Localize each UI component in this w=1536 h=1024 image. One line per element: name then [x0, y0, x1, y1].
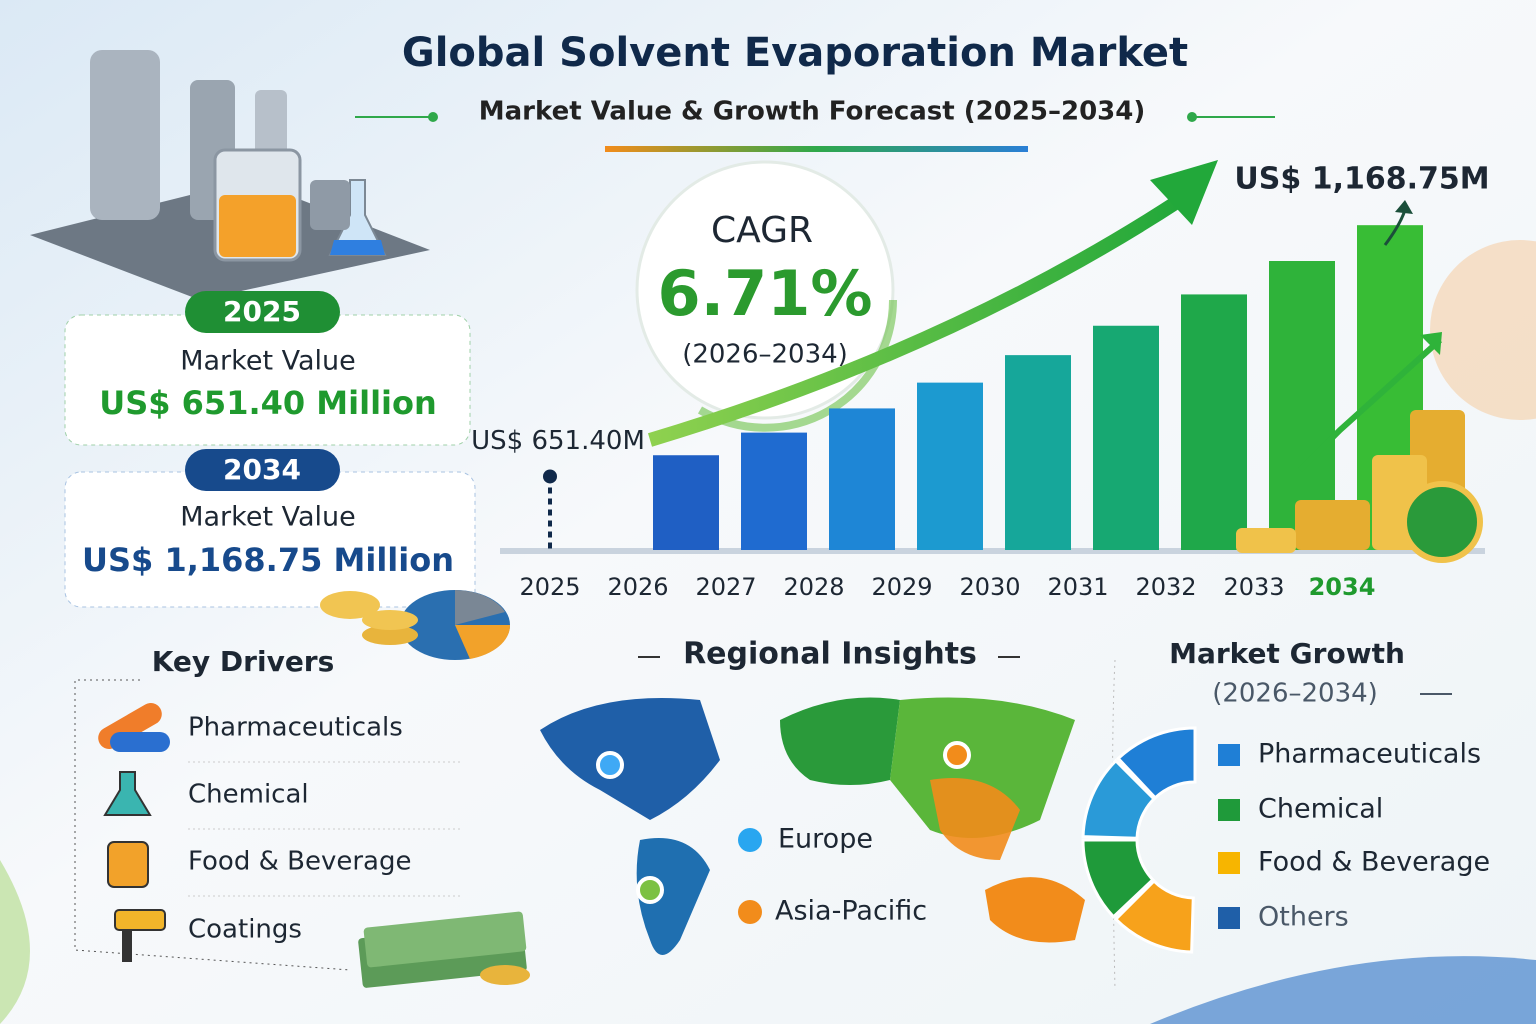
- glow: [1430, 240, 1536, 420]
- growth-title: Market Growth: [1169, 637, 1405, 670]
- factory-illustration: [30, 50, 430, 300]
- wave: [1150, 956, 1536, 1024]
- driver-icons: [98, 703, 170, 962]
- cash-decoration: [358, 911, 530, 988]
- legend-swatch: [1218, 852, 1240, 874]
- bar: [741, 432, 807, 550]
- subtitle: Market Value & Growth Forecast (2025–203…: [479, 97, 1146, 127]
- x-tick-label: 2030: [959, 573, 1020, 601]
- bar: [829, 408, 895, 550]
- growth-item: Chemical: [1258, 794, 1383, 825]
- half-donut: [1081, 726, 1197, 954]
- legend-swatch: [738, 900, 762, 924]
- region-item: Asia-Pacific: [775, 896, 927, 927]
- title: Global Solvent Evaporation Market: [402, 30, 1188, 76]
- card-year: 2034: [223, 453, 301, 486]
- subtitle-dot: [428, 112, 438, 122]
- cagr-label: CAGR: [711, 210, 813, 251]
- x-tick-label: 2028: [783, 573, 844, 601]
- x-tick-label: 2034: [1309, 573, 1376, 601]
- growth-period: (2026–2034): [1212, 679, 1378, 709]
- legend-swatch: [1218, 799, 1240, 821]
- year-pill: [185, 449, 340, 491]
- growth-item: Others: [1258, 902, 1349, 933]
- driver-item: Pharmaceuticals: [188, 713, 403, 743]
- cagr-period: (2026–2034): [682, 340, 848, 370]
- donut-segment: [1113, 878, 1195, 954]
- legend-swatch: [1218, 744, 1240, 766]
- driver-item: Chemical: [188, 780, 309, 810]
- card-label: Market Value: [180, 346, 356, 377]
- regions-title: Regional Insights: [683, 637, 977, 672]
- value-label: US$ 1,168.75M: [1234, 162, 1489, 197]
- bar: [1093, 325, 1159, 550]
- start-dot: [543, 469, 557, 484]
- trend-arrow: [647, 194, 1184, 447]
- card-value: US$ 1,168.75 Million: [82, 541, 454, 579]
- bar: [917, 382, 983, 550]
- year-pill: [185, 291, 340, 333]
- card: [64, 314, 471, 446]
- world-map: [540, 697, 1085, 955]
- title-underline: [605, 146, 1028, 152]
- donut-segment: [1116, 726, 1197, 800]
- drivers-title: Key Drivers: [152, 645, 335, 678]
- legend-swatch: [738, 828, 762, 852]
- wave: [0, 860, 30, 1024]
- card: [64, 471, 476, 608]
- bar-chart: 2025 US$ 651.40M 2026 2027 2028 2029 2030 2031 2…: [471, 162, 1489, 601]
- bar: [1005, 355, 1071, 550]
- cagr-ring: [697, 299, 897, 432]
- pie-decoration: [320, 590, 511, 660]
- x-tick-label: 2031: [1047, 573, 1108, 601]
- driver-item: Food & Beverage: [188, 847, 412, 877]
- value-label: US$ 651.40M: [471, 426, 645, 456]
- x-tick-label: 2026: [607, 573, 668, 601]
- baseline: [500, 548, 1485, 554]
- bar: [1181, 294, 1247, 550]
- driver-item: Coatings: [188, 915, 302, 945]
- x-tick-label: 2032: [1135, 573, 1196, 601]
- x-tick-label: 2027: [695, 573, 756, 601]
- x-tick-label: 2029: [871, 573, 932, 601]
- growth-item: Food & Beverage: [1258, 847, 1490, 878]
- cagr-badge: [635, 160, 895, 420]
- card-year: 2025: [223, 295, 301, 328]
- growth-item: Pharmaceuticals: [1258, 739, 1481, 770]
- drivers-frame: [74, 679, 351, 971]
- bar: [653, 455, 719, 550]
- donut-segment: [1081, 758, 1157, 840]
- x-tick-label: 2025: [519, 573, 580, 601]
- x-tick-label: 2033: [1223, 573, 1284, 601]
- region-item: Europe: [778, 824, 873, 855]
- legend-swatch: [1218, 907, 1240, 929]
- donut-segment: [1081, 838, 1155, 919]
- card-value: US$ 651.40 Million: [99, 384, 437, 422]
- trend-arrowhead: [1150, 160, 1218, 225]
- card-label: Market Value: [180, 502, 356, 533]
- coins-decoration: [1236, 200, 1483, 563]
- subtitle-dot: [1187, 112, 1197, 122]
- cagr-value: 6.71%: [657, 257, 872, 330]
